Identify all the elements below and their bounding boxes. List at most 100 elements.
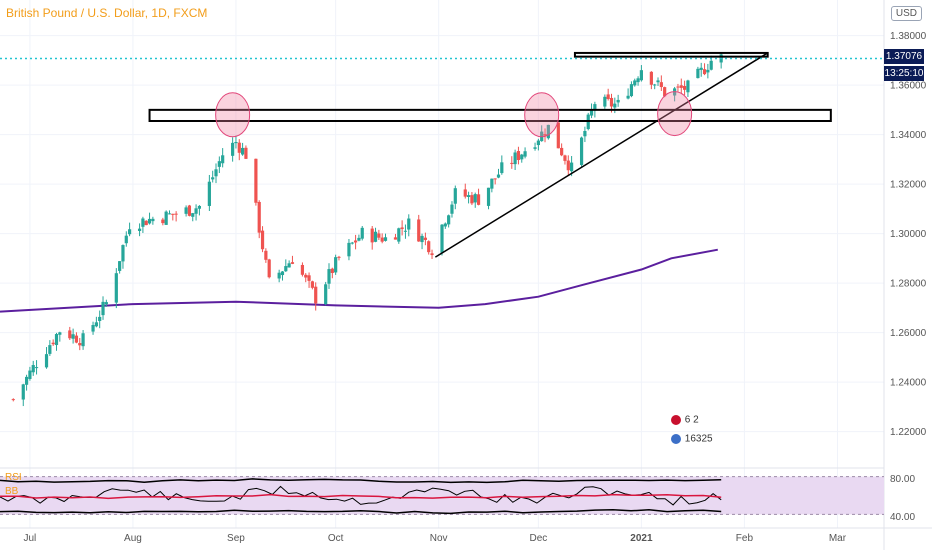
candle-body: [78, 343, 82, 346]
candle-body: [330, 268, 334, 273]
candle-body: [407, 218, 411, 230]
candle: [407, 214, 411, 237]
candle: [486, 187, 491, 210]
candle: [54, 332, 59, 351]
candle: [490, 178, 494, 193]
candle-body: [260, 230, 265, 250]
candle: [187, 204, 192, 217]
candle: [400, 220, 404, 236]
candle-body: [128, 229, 132, 235]
candle-body: [453, 188, 457, 204]
candle: [167, 210, 172, 215]
flag-us-icon: [670, 433, 682, 445]
axes: Jul Aug Sep Oct Nov Dec 2021 Feb Mar 1.38000 1.360…: [24, 31, 927, 544]
candle-body: [207, 181, 211, 206]
candle: [277, 269, 281, 283]
candle: [560, 143, 564, 157]
candle-body: [187, 205, 192, 216]
time-tick-label: Nov: [430, 533, 448, 544]
candle-body: [98, 316, 102, 321]
candle: [171, 213, 175, 221]
bb-indicator-label[interactable]: BB: [5, 486, 19, 497]
candle: [676, 83, 680, 92]
resistance-zone: [148, 108, 832, 122]
events-count: 6 2: [684, 414, 699, 426]
candle-body: [493, 178, 497, 180]
candlesticks: [11, 53, 723, 407]
candle-body: [191, 213, 195, 217]
candle-body: [241, 147, 245, 155]
candle-body: [443, 223, 447, 227]
candle-body: [71, 334, 75, 339]
candle-body: [543, 133, 547, 136]
candle: [287, 260, 291, 268]
candle: [124, 231, 128, 247]
candle-body: [639, 70, 643, 81]
candle-body: [217, 161, 221, 167]
candle: [24, 374, 29, 391]
events-badge[interactable]: 6 2: [670, 414, 699, 426]
highlight-circle: [215, 92, 251, 138]
candle-body: [653, 84, 657, 86]
candle-body: [470, 195, 474, 204]
candle-body: [513, 152, 517, 165]
candle: [81, 330, 85, 350]
candle-body: [257, 201, 261, 233]
rsi-band: [0, 476, 884, 515]
candle: [307, 272, 311, 288]
candle: [636, 76, 640, 86]
candle: [659, 75, 663, 91]
candle: [161, 217, 165, 226]
candle: [546, 124, 550, 140]
candle: [383, 233, 388, 242]
time-tick-label: Oct: [328, 533, 344, 544]
candle-body: [68, 330, 72, 339]
candle-body: [616, 99, 620, 103]
ideas-badge[interactable]: 16325: [670, 433, 713, 445]
currency-button[interactable]: USD: [890, 6, 922, 21]
candle: [543, 128, 547, 143]
candle: [533, 142, 537, 151]
candle-body: [11, 399, 15, 401]
candle: [304, 273, 308, 283]
candle: [656, 77, 660, 86]
candle: [58, 331, 62, 342]
candle-body: [44, 354, 49, 368]
candle: [68, 326, 72, 340]
candle-body: [450, 204, 454, 214]
candle-body: [546, 124, 550, 139]
candle-body: [360, 227, 364, 239]
candle: [31, 360, 35, 376]
candle-body: [400, 227, 404, 229]
candle-body: [397, 228, 401, 242]
candle-body: [649, 71, 653, 85]
candle-body: [310, 281, 314, 288]
candle: [513, 149, 517, 171]
candle-body: [31, 365, 35, 373]
candle-body: [54, 334, 59, 346]
time-tick-label: Sep: [227, 533, 245, 544]
candle: [144, 220, 148, 226]
candle-body: [300, 264, 305, 275]
candle-body: [520, 154, 524, 160]
candle: [98, 310, 102, 329]
candle-body: [290, 262, 295, 264]
candle: [403, 224, 408, 239]
candle: [626, 88, 630, 100]
price-tick-label: 1.38000: [890, 31, 927, 42]
candle: [147, 212, 152, 225]
highlight-circle: [657, 91, 693, 137]
candle-body: [347, 242, 351, 257]
candle: [128, 222, 132, 237]
candle-body: [510, 162, 514, 164]
candle-body: [284, 266, 288, 272]
candle: [151, 216, 155, 225]
symbol-title: British Pound / U.S. Dollar, 1D, FXCM: [6, 6, 208, 20]
candle: [194, 204, 198, 221]
candle-body: [606, 94, 610, 99]
rsi-indicator-label[interactable]: RSI: [5, 472, 22, 483]
candle-body: [211, 177, 215, 180]
candle: [300, 262, 305, 277]
candle-body: [254, 158, 258, 203]
